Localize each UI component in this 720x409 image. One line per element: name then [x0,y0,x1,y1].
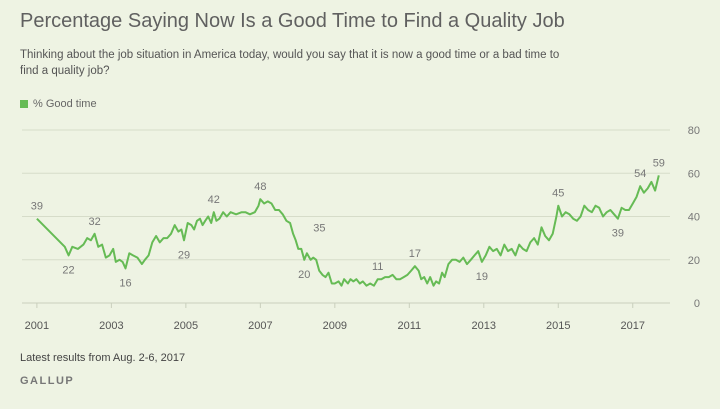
x-tick-label: 2003 [99,320,123,332]
footnote: Latest results from Aug. 2-6, 2017 [20,352,186,364]
legend: % Good time [20,98,97,110]
y-tick-label: 0 [694,298,700,310]
data-label: 42 [208,194,220,206]
data-label: 39 [31,201,43,213]
x-tick-label: 2017 [621,320,645,332]
y-tick-label: 80 [688,125,700,137]
data-label: 19 [476,271,488,283]
data-label: 32 [88,216,100,228]
series-line-good-time [36,175,660,287]
data-label: 17 [409,248,421,260]
data-label: 11 [372,261,383,273]
data-label: 22 [62,264,74,276]
data-label: 59 [653,157,665,169]
legend-label: % Good time [33,98,97,110]
data-label: 16 [119,277,131,289]
data-label: 39 [612,228,624,240]
x-tick-label: 2009 [323,320,347,332]
data-labels: 39 22 32 16 29 42 48 20 35 11 17 19 45 39 54 59 [31,157,665,289]
chart-subtitle: Thinking about the job situation in Amer… [20,49,560,77]
x-tick-label: 2001 [25,320,49,332]
legend-swatch [20,100,28,108]
chart-title: Percentage Saying Now Is a Good Time to … [20,10,565,32]
y-tick-label: 60 [688,168,700,180]
x-tick-label: 2007 [248,320,272,332]
x-tick-label: 2013 [472,320,496,332]
series-layer [36,175,660,287]
y-tick-label: 40 [688,212,700,224]
x-tick-label: 2011 [397,320,421,332]
x-tick-label: 2005 [174,320,198,332]
data-label: 35 [313,222,325,234]
data-label: 48 [254,181,266,193]
source-credit: GALLUP [20,375,75,387]
y-tick-label: 20 [688,255,700,267]
data-label: 20 [298,269,310,281]
data-label: 45 [552,188,564,200]
data-label: 29 [178,249,190,261]
data-label: 54 [634,168,646,180]
x-tick-label: 2015 [546,320,570,332]
